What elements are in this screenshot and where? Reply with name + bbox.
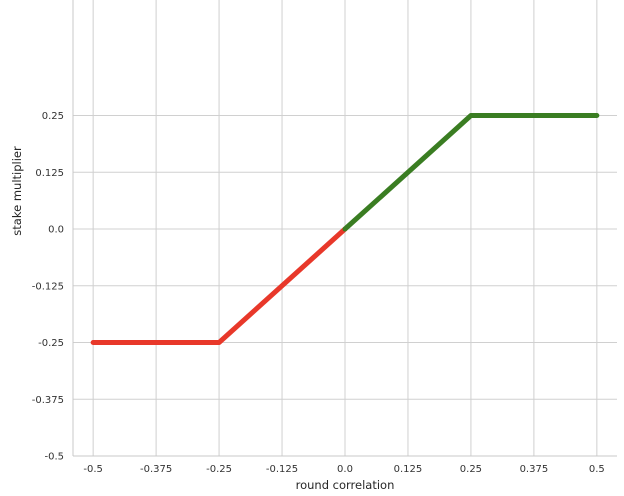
y-tick-label: -0.5	[44, 452, 64, 463]
x-tick-label: 0.0	[337, 464, 353, 475]
y-tick-label: -0.125	[32, 281, 64, 292]
y-tick-label: 0.25	[42, 111, 64, 122]
x-tick-label: -0.125	[266, 464, 298, 475]
x-tick-label: -0.375	[140, 464, 172, 475]
x-axis-title: round correlation	[296, 478, 395, 492]
x-tick-label: 0.125	[394, 464, 423, 475]
series-line-2	[342, 113, 600, 232]
x-tick-label: -0.5	[83, 464, 103, 475]
y-tick-label: -0.25	[38, 338, 64, 349]
y-axis-title: stake multiplier	[10, 146, 24, 236]
x-tick-label: 0.375	[520, 464, 549, 475]
x-axis-ticks: -0.5 -0.375 -0.25 -0.125 0.0 0.125 0.25 0.375 0.…	[83, 464, 604, 475]
series-group	[90, 113, 600, 346]
axes-spines	[72, 0, 617, 457]
x-tick-label: 0.5	[589, 464, 605, 475]
y-tick-label: 0.125	[35, 168, 64, 179]
x-tick-label: 0.25	[460, 464, 482, 475]
x-tick-label: -0.25	[206, 464, 232, 475]
y-tick-label: 0.0	[48, 225, 64, 236]
y-axis-ticks: -0.5 -0.375 -0.25 -0.125 0.0 0.125 0.25	[32, 111, 64, 462]
series-line-1	[90, 226, 348, 346]
y-tick-label: -0.375	[32, 395, 64, 406]
